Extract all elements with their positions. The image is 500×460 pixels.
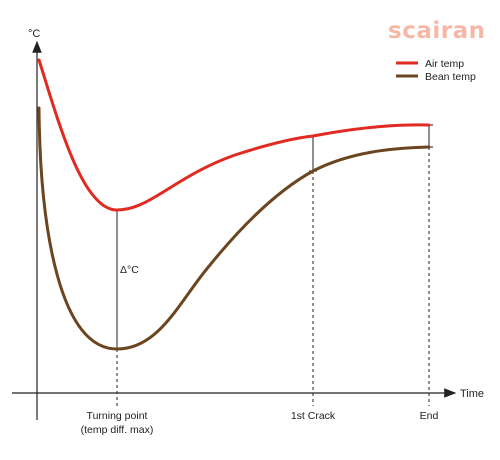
delta-temp-label: Δ°C xyxy=(120,264,139,276)
bean-temp-curve xyxy=(37,106,431,351)
x-marker-labels: Turning point (temp diff. max) 1st Crack… xyxy=(81,410,439,436)
brand-logo: scairan xyxy=(388,18,486,44)
turning-point-delta-bracket xyxy=(113,209,121,350)
first-crack-label: 1st Crack xyxy=(291,410,336,422)
end-delta-bracket xyxy=(425,124,433,148)
legend: Air temp Bean temp xyxy=(396,58,476,83)
legend-label-air-temp: Air temp xyxy=(425,58,464,70)
turning-point-label: Turning point xyxy=(87,410,148,422)
y-axis-label: °C xyxy=(28,28,40,40)
legend-label-bean-temp: Bean temp xyxy=(425,71,476,83)
x-axis-label: Time xyxy=(460,388,484,400)
turning-point-sublabel: (temp diff. max) xyxy=(81,424,154,436)
air-temp-curve xyxy=(37,58,431,212)
end-label: End xyxy=(420,410,439,422)
first-crack-delta-bracket xyxy=(309,135,317,172)
